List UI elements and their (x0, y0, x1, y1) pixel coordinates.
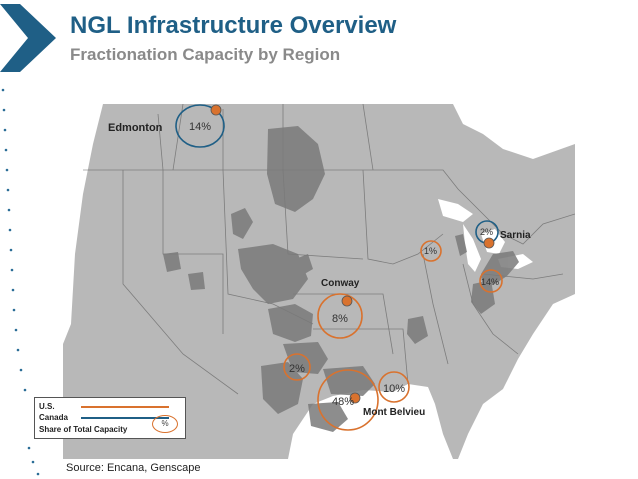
label-edmonton: Edmonton (108, 122, 163, 134)
marker-ring-1pct (420, 240, 442, 262)
legend-percent-symbol: % (152, 415, 178, 433)
location-dots (210, 104, 495, 404)
legend-us-line (81, 406, 169, 408)
marker-ring-mont-belvieu (378, 371, 410, 403)
page-subtitle: Fractionation Capacity by Region (70, 45, 341, 64)
share-1pct: 1% (424, 246, 437, 256)
map-legend: U.S. Canada Share of Total Capacity % (34, 397, 186, 439)
page-title: NGL Infrastructure Overview (70, 12, 397, 39)
legend-canada-line (81, 417, 169, 419)
dot-edmonton (210, 104, 222, 116)
share-gulf-48pct: 48% (332, 396, 354, 408)
water-areas (63, 104, 575, 459)
legend-canada-label: Canada (39, 413, 68, 422)
share-conway: 8% (332, 313, 348, 325)
dot-sarnia (483, 237, 495, 249)
dot-conway (341, 295, 353, 307)
label-mont-belvieu: Mont Belvieu (363, 407, 425, 418)
map-labels: Edmonton 14% Sarnia 2% 1% 14% Conway 8% … (108, 121, 531, 418)
legend-us-label: U.S. (39, 402, 55, 411)
share-mont-belvieu: 10% (383, 383, 405, 395)
source-note: Source: Encana, Genscape (66, 462, 201, 474)
share-west-texas: 2% (289, 363, 305, 375)
marker-ring-conway (317, 293, 363, 339)
dot-mont-belvieu (349, 392, 361, 404)
chevron-decoration (0, 4, 56, 476)
label-sarnia: Sarnia (500, 230, 531, 241)
marker-ring-edmonton (175, 104, 225, 148)
share-edmonton: 14% (189, 121, 211, 133)
legend-share-label: Share of Total Capacity (39, 425, 128, 434)
marker-ring-east-14pct (479, 269, 503, 293)
label-conway: Conway (321, 278, 360, 289)
shale-basins (163, 126, 519, 432)
us-markers (283, 240, 503, 431)
marker-ring-gulf-48pct (317, 369, 379, 431)
share-sarnia: 2% (480, 227, 493, 237)
marker-ring-west-texas (283, 353, 311, 381)
share-east-14pct: 14% (481, 277, 499, 287)
